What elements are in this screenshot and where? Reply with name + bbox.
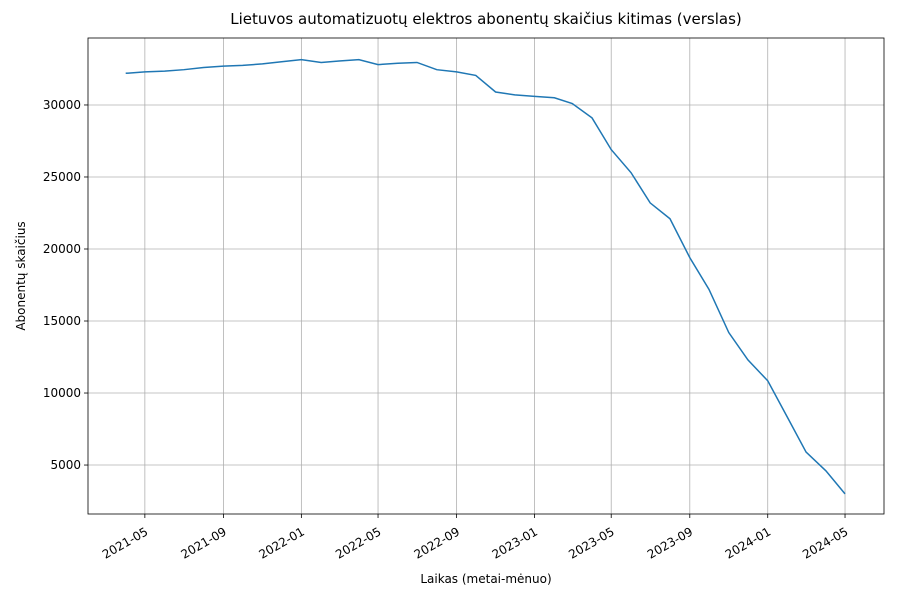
- x-tick-label: 2021-09: [179, 524, 229, 561]
- plot-area: 5000 10000 15000 20000 25000 30000 2021-05 2021…: [43, 37, 885, 562]
- y-tick-label: 25000: [43, 170, 81, 184]
- y-tick-label: 20000: [43, 242, 81, 256]
- x-tick-label: 2022-09: [412, 524, 462, 561]
- y-axis-label: Abonentų skaičius: [14, 221, 28, 330]
- data-line: [125, 58, 846, 495]
- x-tick-label: 2023-09: [645, 524, 695, 561]
- x-tick-label: 2023-01: [490, 524, 540, 561]
- x-tick-label: 2023-05: [566, 524, 616, 561]
- chart-title: Lietuvos automatizuotų elektros abonentų…: [230, 10, 742, 28]
- x-tick-label: 2024-01: [723, 524, 773, 561]
- y-tick-label: 30000: [43, 98, 81, 112]
- y-tick-label: 15000: [43, 314, 81, 328]
- x-axis-label: Laikas (metai-mėnuo): [420, 572, 551, 586]
- plot-frame: [87, 37, 885, 515]
- y-tick-label: 10000: [43, 386, 81, 400]
- x-tick-label: 2024-05: [800, 524, 850, 561]
- x-tick-label: 2022-01: [256, 524, 306, 561]
- x-tick-label: 2021-05: [100, 524, 150, 561]
- y-tick-label: 5000: [50, 458, 81, 472]
- x-tick-label: 2022-05: [333, 524, 383, 561]
